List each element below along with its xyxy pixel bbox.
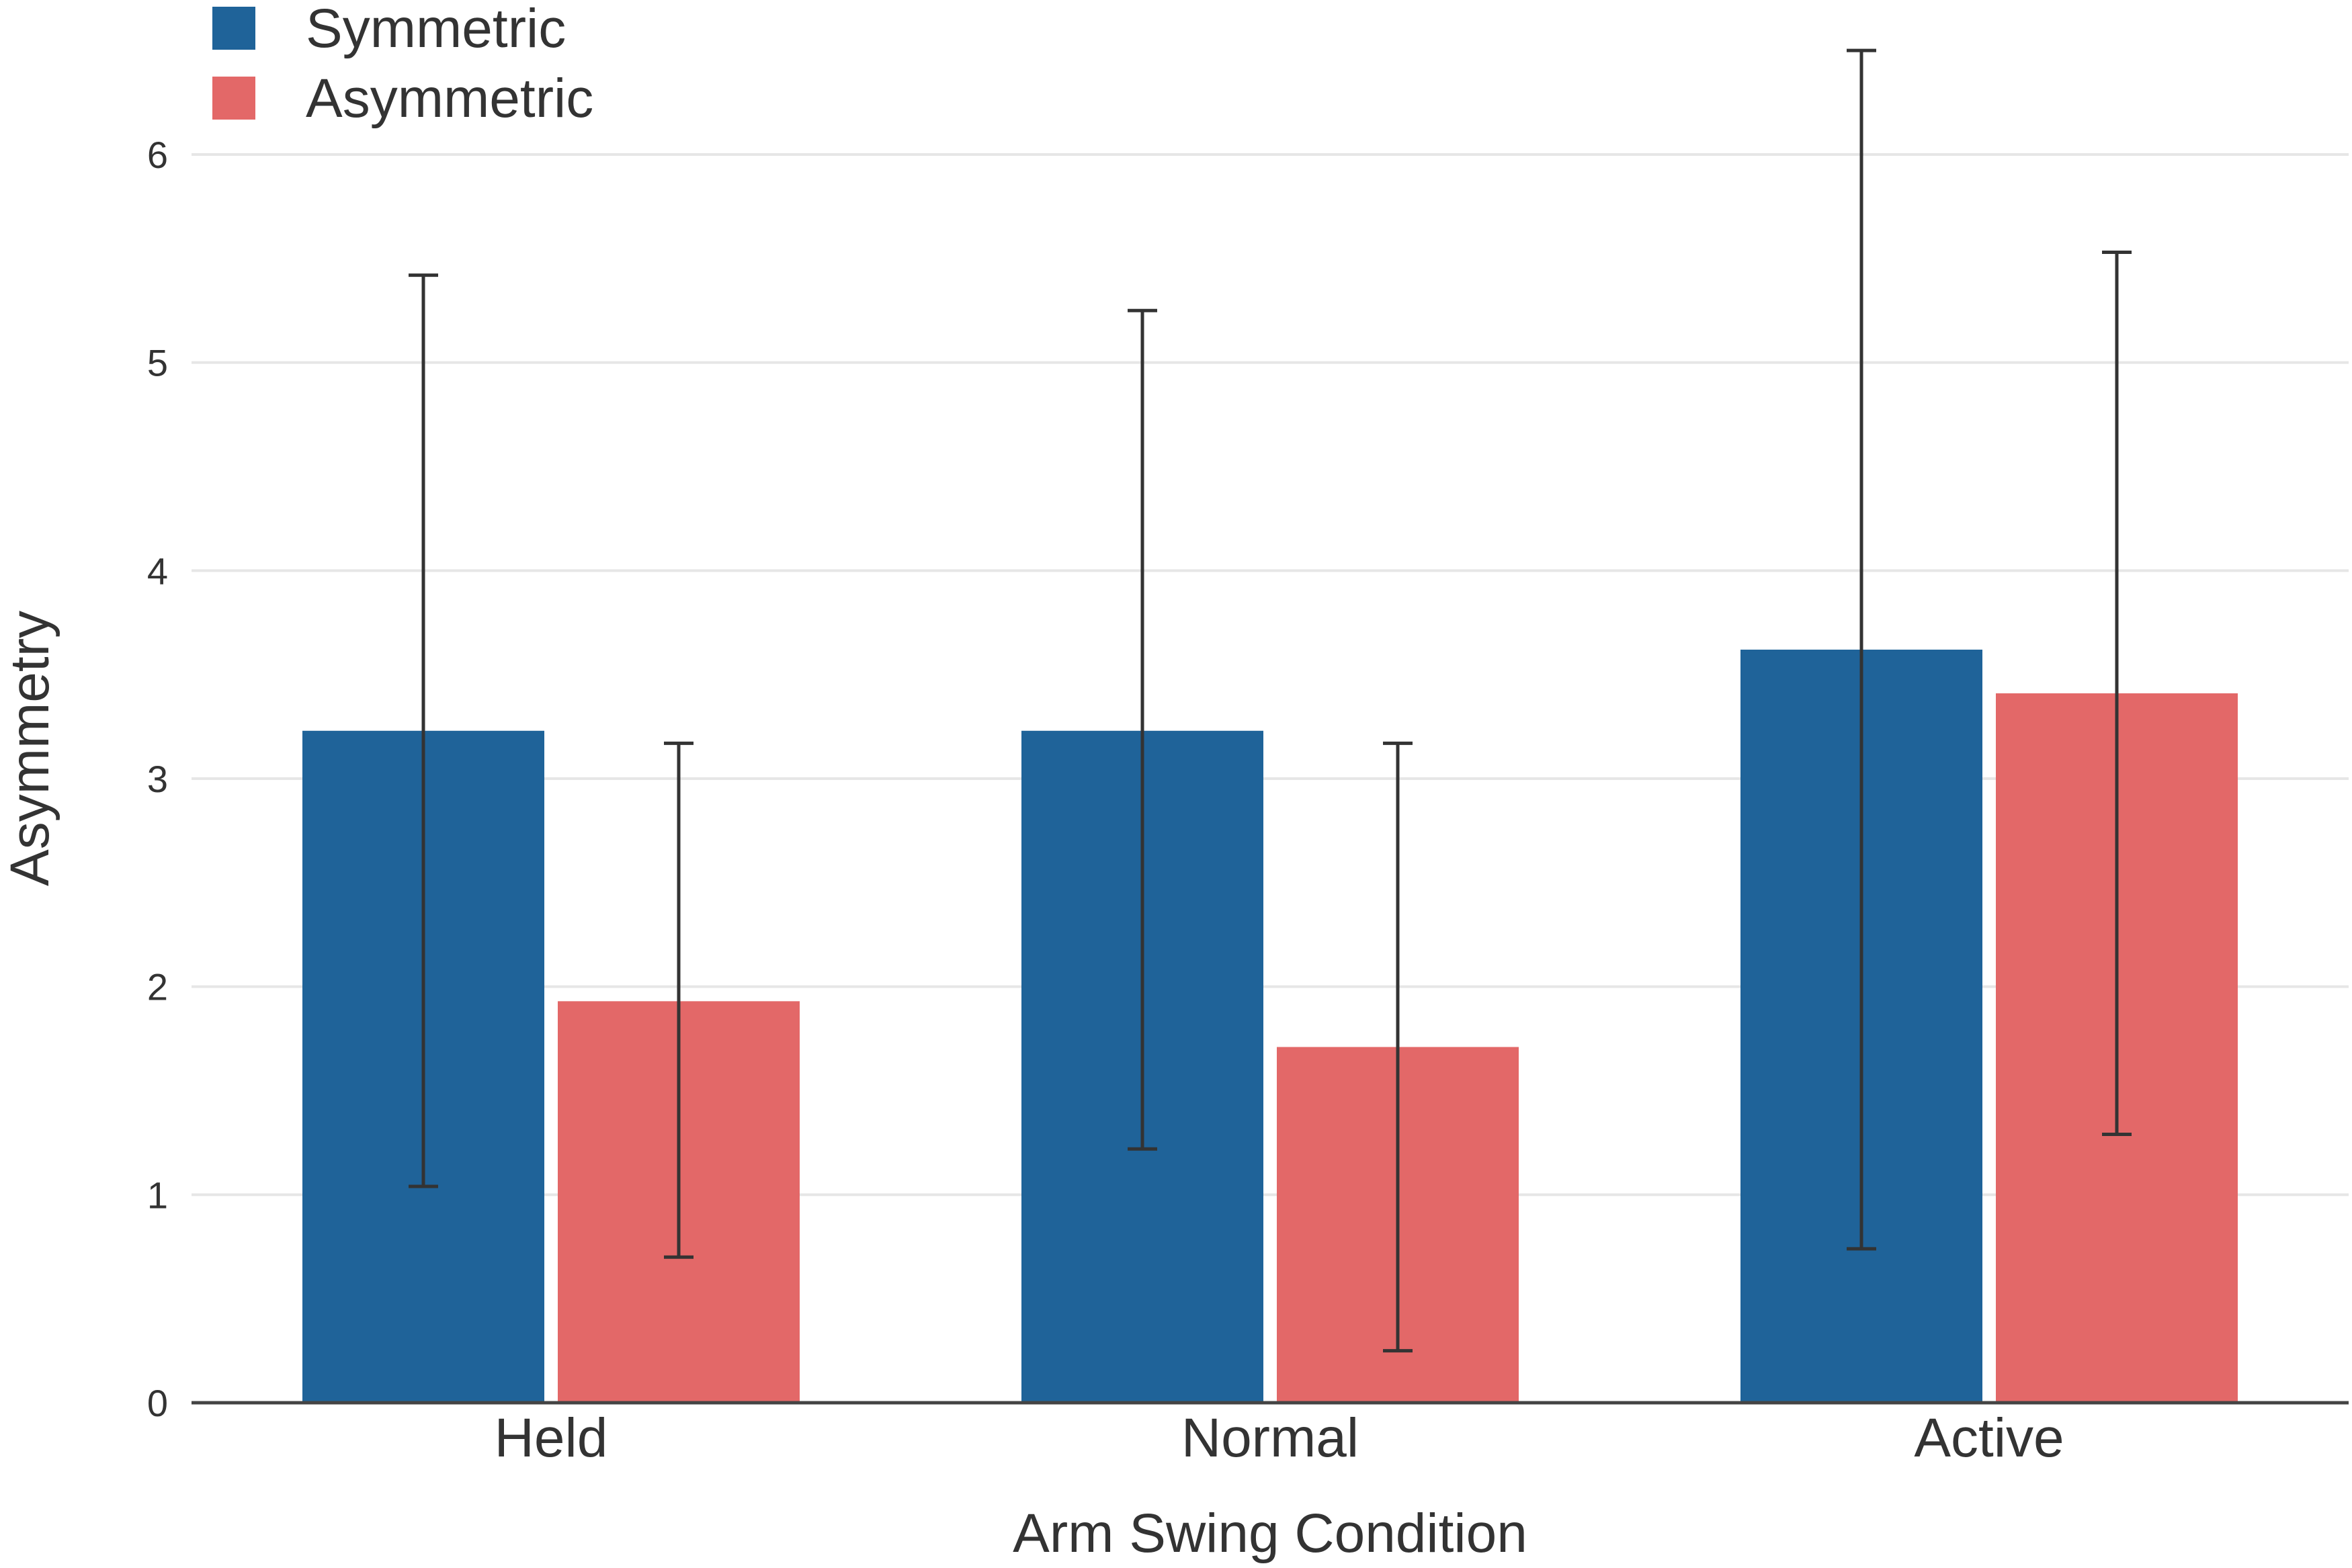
y-tick-label-6: 6	[147, 134, 168, 176]
error-bars	[409, 48, 2132, 1353]
error-bar-asymmetric-normal	[1383, 741, 1413, 1353]
error-bar-symmetric-active	[1847, 48, 1876, 1251]
legend: Symmetric Asymmetric	[212, 0, 593, 129]
error-bar-symmetric-normal	[1128, 308, 1157, 1151]
y-axis-title: Asymmetry	[0, 611, 60, 886]
legend-label-symmetric: Symmetric	[306, 0, 566, 59]
y-tick-label-5: 5	[147, 342, 168, 384]
y-tick-label-3: 3	[147, 758, 168, 800]
error-bar-asymmetric-held	[664, 741, 694, 1259]
grid-lines	[192, 153, 2349, 1196]
y-tick-label-2: 2	[147, 966, 168, 1008]
x-tick-label-active: Active	[1914, 1407, 2064, 1469]
x-tick-label-normal: Normal	[1181, 1407, 1359, 1469]
x-tick-label-held: Held	[495, 1407, 608, 1469]
legend-swatch-symmetric	[212, 7, 255, 50]
y-tick-labels: 0 1 2 3 4 5 6	[147, 134, 168, 1424]
y-tick-label-4: 4	[147, 550, 168, 592]
y-tick-label-1: 1	[147, 1174, 168, 1216]
error-bar-symmetric-held	[409, 273, 438, 1188]
y-tick-label-0: 0	[147, 1382, 168, 1424]
error-bar-asymmetric-active	[2102, 251, 2132, 1137]
x-tick-labels: Held Normal Active	[495, 1407, 2064, 1469]
legend-swatch-asymmetric	[212, 77, 255, 120]
x-axis-title: Arm Swing Condition	[1013, 1503, 1527, 1564]
legend-label-asymmetric: Asymmetric	[306, 68, 593, 129]
bars	[302, 650, 2238, 1403]
